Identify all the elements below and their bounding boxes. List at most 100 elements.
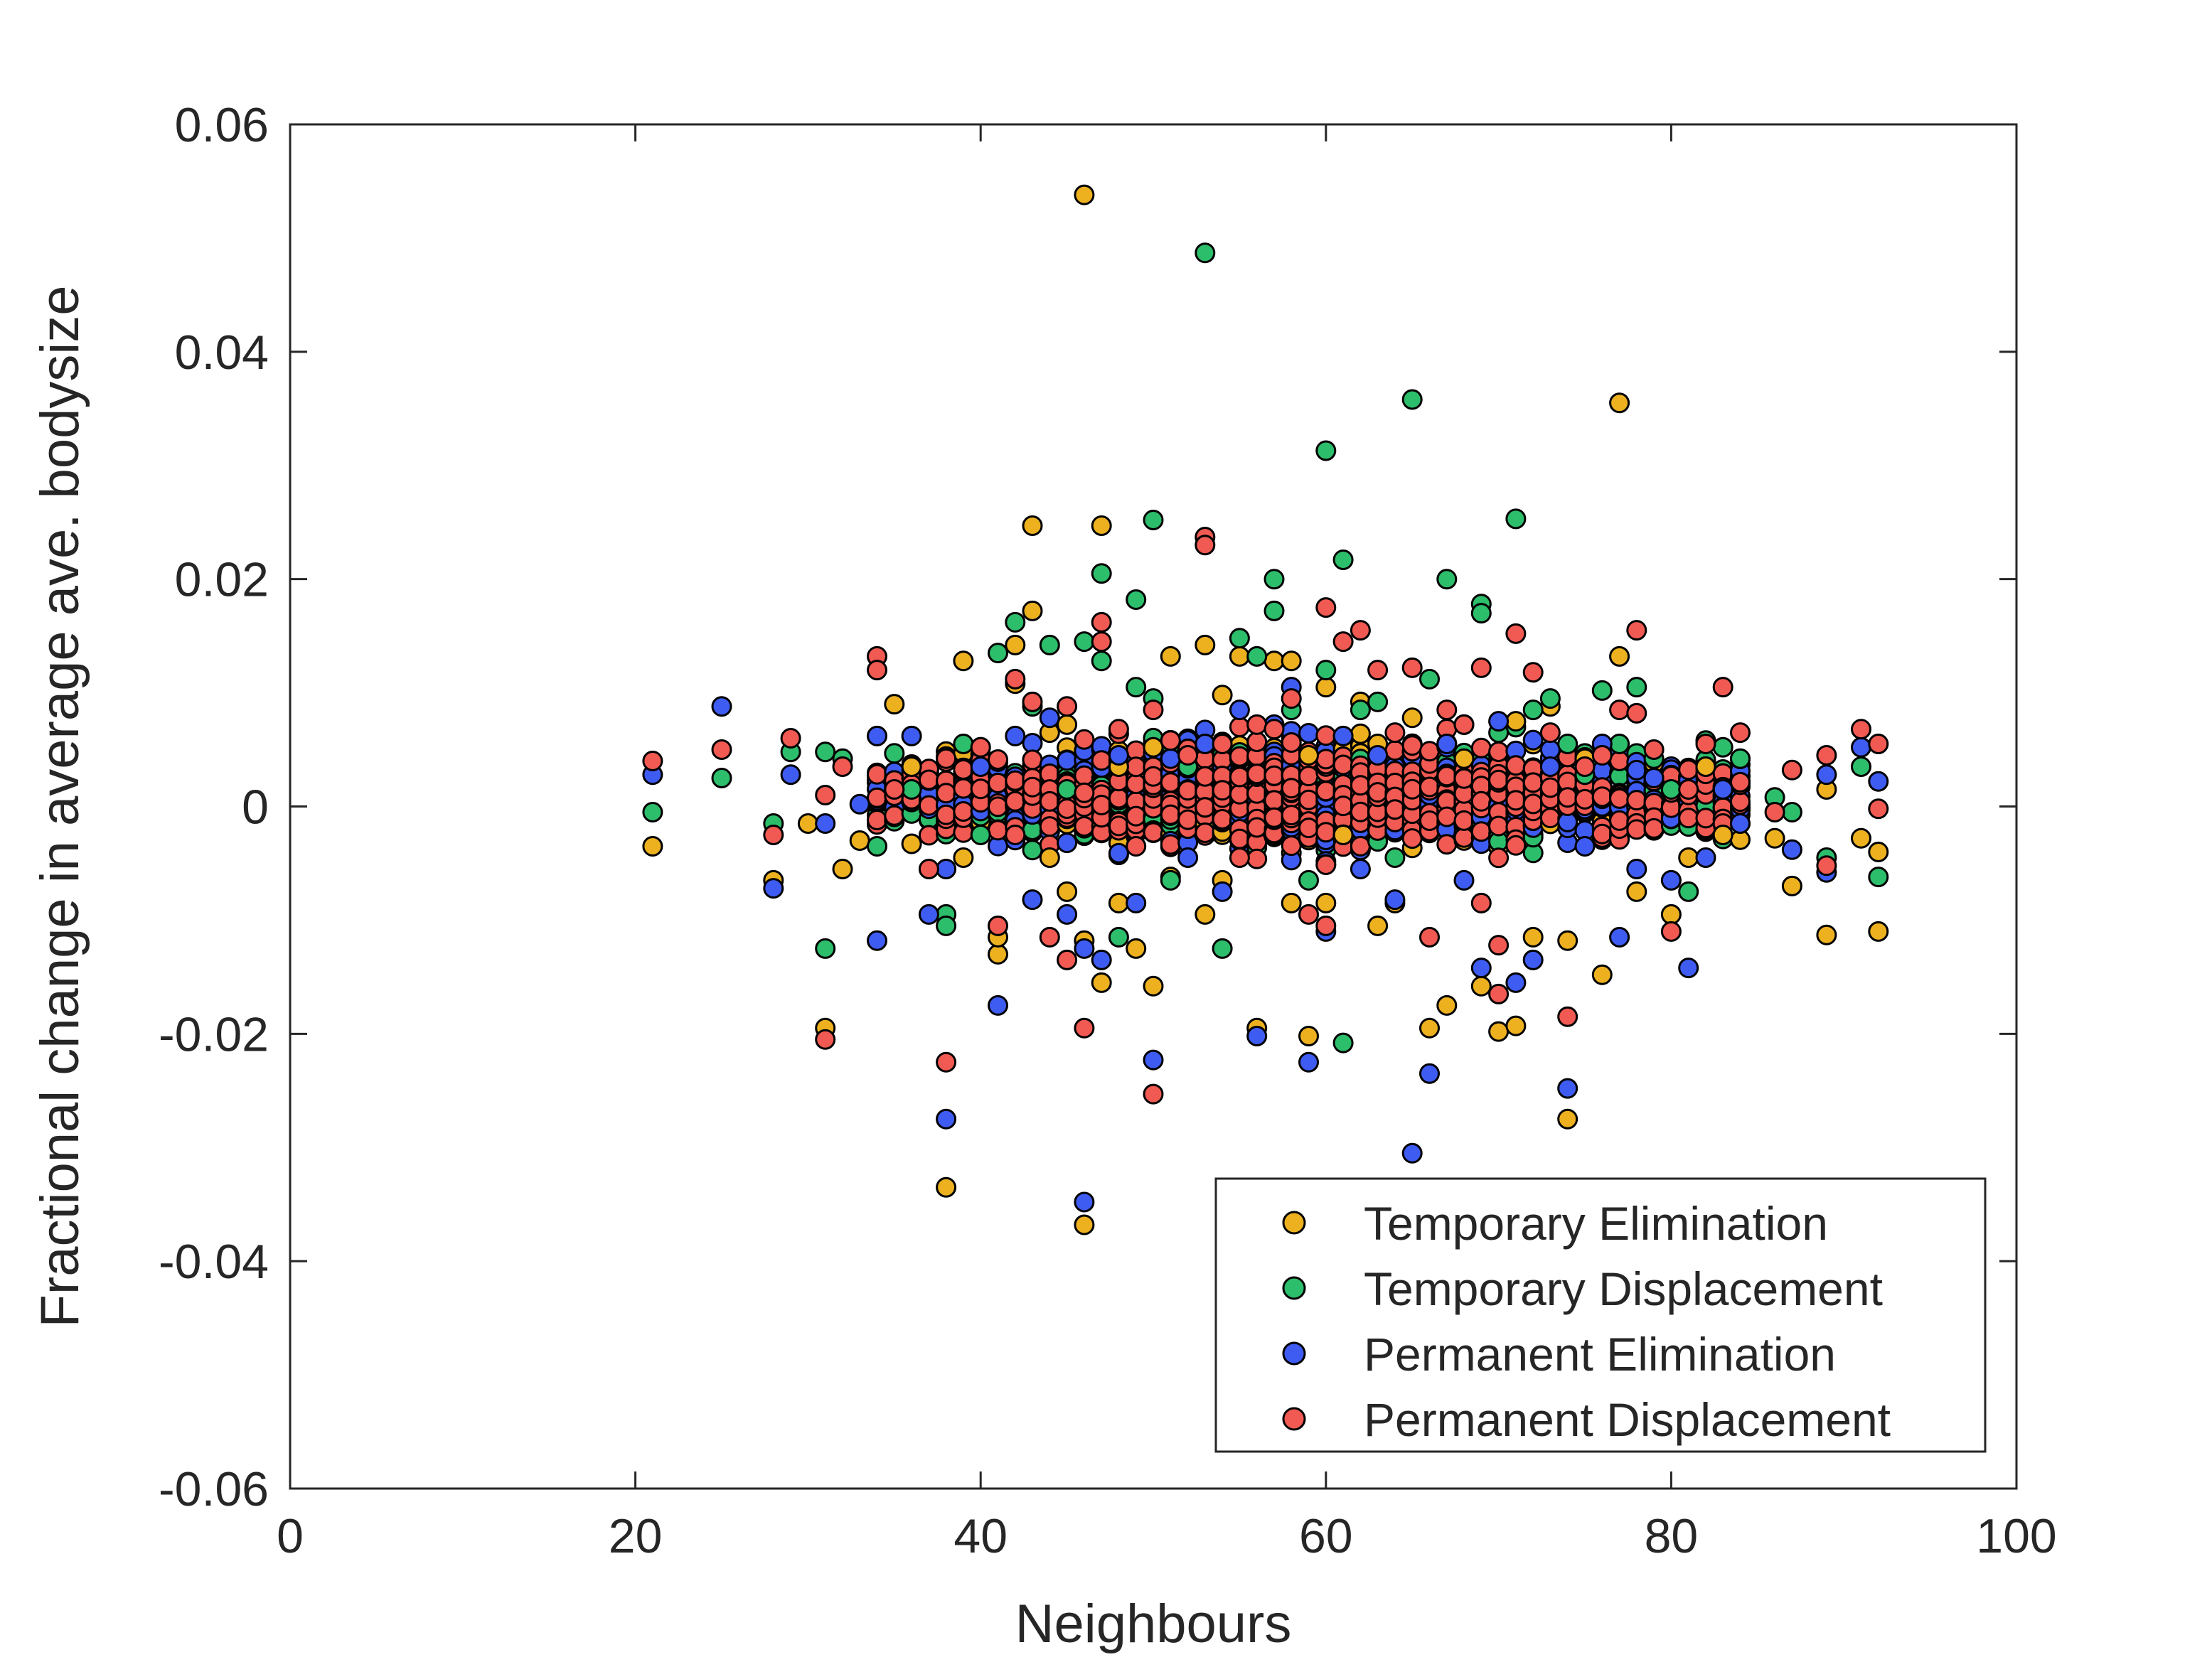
data-point <box>1298 745 1319 766</box>
data-point <box>1195 904 1216 925</box>
data-point <box>1488 935 1510 956</box>
data-point-band <box>1419 741 1440 762</box>
data-point <box>1315 440 1337 461</box>
data-point-band <box>918 825 939 846</box>
data-point <box>763 825 784 845</box>
data-point-band <box>1143 766 1164 787</box>
data-point <box>1281 892 1302 913</box>
data-point <box>1591 964 1613 985</box>
data-point-band <box>1229 766 1250 788</box>
data-point-band <box>918 769 939 790</box>
data-point <box>1505 711 1527 732</box>
data-point-band <box>1108 815 1129 837</box>
data-point-band <box>1401 735 1423 756</box>
data-point <box>1781 759 1802 781</box>
data-point-band <box>1470 821 1492 842</box>
data-point <box>1764 827 1785 849</box>
data-point <box>901 756 922 777</box>
data-point <box>1488 711 1510 732</box>
data-point <box>1195 634 1216 655</box>
data-point <box>1108 892 1129 913</box>
data-point-band <box>1453 768 1475 789</box>
data-point <box>642 751 663 771</box>
data-point-band <box>1539 739 1561 761</box>
data-point-band <box>1074 816 1095 837</box>
data-point-band <box>988 796 1008 817</box>
data-point-band <box>1488 741 1510 762</box>
data-point <box>1160 730 1181 751</box>
data-point-band <box>1246 763 1268 785</box>
data-point <box>1143 1083 1164 1105</box>
data-point <box>1712 677 1733 698</box>
data-point <box>867 836 887 857</box>
data-point <box>1626 620 1647 641</box>
data-point-band <box>1505 790 1527 811</box>
y-tick-label: 0.06 <box>175 98 269 152</box>
data-point-band <box>1453 810 1475 831</box>
data-point <box>1591 680 1613 701</box>
data-point <box>1626 859 1647 879</box>
data-point-band <box>1401 778 1423 800</box>
data-point <box>1470 892 1492 913</box>
data-point <box>1263 719 1285 740</box>
data-point-band <box>1281 805 1302 826</box>
legend-marker <box>1282 1276 1306 1300</box>
data-point <box>884 694 905 715</box>
data-point <box>1505 623 1527 644</box>
axes-layer: 0 20 40 60 80 100 -0.06 -0.04 -0.02 0 0.02 0.04 0.06… <box>30 98 2057 1654</box>
data-point-band <box>1591 786 1613 808</box>
data-point <box>1574 756 1596 777</box>
data-point <box>1005 634 1026 655</box>
data-point <box>1453 869 1475 891</box>
data-point <box>1126 836 1147 857</box>
data-point-band <box>1108 842 1129 864</box>
data-point <box>1350 620 1371 641</box>
data-point <box>901 779 922 800</box>
data-point <box>1057 904 1078 925</box>
x-axis-title: Neighbours <box>1015 1594 1292 1654</box>
data-point <box>1419 1017 1440 1039</box>
data-point-band <box>1057 750 1078 771</box>
data-point-band <box>1057 798 1078 819</box>
data-point <box>1401 657 1423 678</box>
data-point <box>1660 869 1682 891</box>
data-point-band <box>1315 749 1337 770</box>
data-points-layer <box>642 184 1889 1235</box>
data-point <box>1229 645 1250 667</box>
data-point <box>901 725 922 746</box>
data-point-band <box>1626 790 1647 811</box>
data-point-band <box>1022 749 1043 771</box>
data-point-band <box>1488 769 1510 790</box>
data-point-band <box>1419 810 1440 831</box>
data-point-band <box>1177 809 1199 830</box>
data-point-band <box>953 778 974 799</box>
data-point-band <box>1367 782 1389 803</box>
data-point <box>1195 535 1216 556</box>
data-point-band <box>1126 756 1147 778</box>
data-point <box>1126 938 1147 959</box>
data-point <box>1246 1026 1268 1046</box>
data-point-band <box>1522 793 1544 815</box>
data-point <box>1298 1051 1319 1073</box>
data-point-band <box>1730 791 1751 813</box>
data-point-band <box>1557 787 1578 808</box>
data-point <box>1851 719 1871 740</box>
data-point-band <box>1212 809 1233 830</box>
data-point <box>867 660 887 681</box>
data-point-band <box>1229 783 1250 805</box>
data-point-band <box>1039 790 1060 812</box>
data-point-band <box>1574 788 1596 810</box>
data-point-band <box>1298 766 1319 787</box>
data-point <box>1470 603 1492 624</box>
data-point <box>1730 722 1751 744</box>
data-point <box>970 736 991 758</box>
data-point-band <box>1350 775 1371 796</box>
data-point <box>1074 1214 1095 1235</box>
data-point <box>1212 685 1233 706</box>
data-point <box>1091 631 1112 653</box>
y-axis-title: Fractional change in average ave. bodysi… <box>30 285 90 1327</box>
data-point <box>1298 869 1319 891</box>
data-point-band <box>1332 754 1354 776</box>
data-point <box>1367 660 1389 681</box>
data-point <box>1367 745 1389 766</box>
